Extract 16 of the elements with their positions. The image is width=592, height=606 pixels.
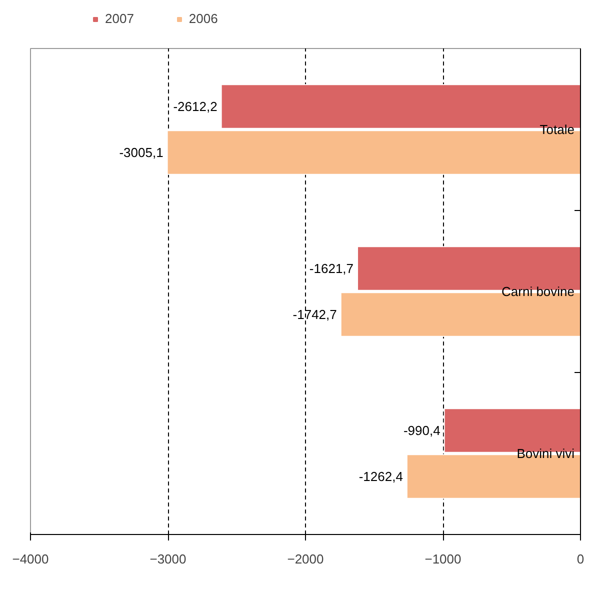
- x-tick-label: −1000: [424, 552, 462, 566]
- data-label: -1742,7: [292, 306, 337, 322]
- data-label: -1262,4: [358, 468, 403, 484]
- x-tick-label: −3000: [150, 552, 186, 566]
- data-label: -2612,2: [173, 99, 218, 114]
- data-label: -990,4: [403, 423, 440, 438]
- x-tick-label: 0: [576, 552, 584, 566]
- legend-label: 2006: [188, 11, 218, 26]
- data-label: -3005,1: [119, 144, 164, 160]
- data-label: -1621,7: [309, 261, 354, 276]
- x-tick-label: −4000: [12, 552, 49, 566]
- x-tick-label: −2000: [287, 552, 324, 566]
- y-tick-label: Bovini vivi: [516, 446, 575, 461]
- y-tick-label: Carni bovine: [502, 284, 575, 299]
- legend-label: 2007: [105, 11, 134, 26]
- y-tick-label: Totale: [540, 122, 575, 137]
